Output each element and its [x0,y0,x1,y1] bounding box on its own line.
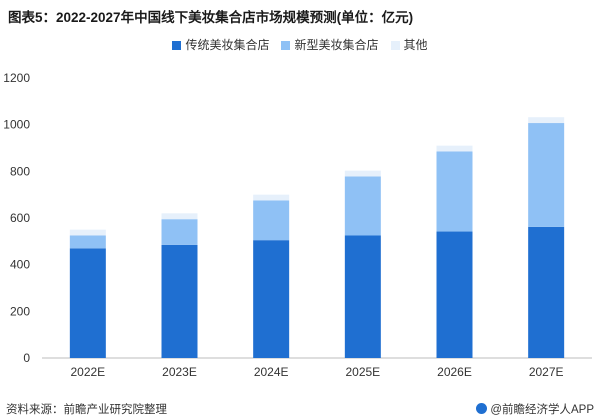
bar-segment [344,176,381,236]
bar-segment [69,229,106,236]
legend-item: 新型美妆集合店 [281,36,379,53]
brand-logo-icon [476,403,488,414]
bar-segment [161,244,198,358]
bar-segment [436,145,473,152]
bar-segment [161,213,198,220]
y-tick-label: 800 [10,164,30,178]
brand-text: @前瞻经济学人APP [490,404,594,416]
x-tick-label: 2027E [529,365,564,379]
legend: 传统美妆集合店 新型美妆集合店 其他 [0,36,600,53]
bar-segment [528,123,565,227]
chart-title: 图表5：2022-2027年中国线下美妆集合店市场规模预测(单位：亿元) [8,10,414,25]
bar-segment [253,194,290,201]
bar-segment [528,226,565,358]
y-tick-label: 1000 [3,118,30,132]
legend-swatch [172,41,182,50]
legend-swatch [390,41,400,50]
y-tick-label: 600 [10,211,30,225]
bar-segment [344,235,381,358]
y-tick-label: 400 [10,258,30,272]
bar-segment [253,200,290,241]
legend-label: 新型美妆集合店 [294,38,379,52]
legend-item: 其他 [390,36,428,53]
legend-label: 其他 [403,38,428,52]
brand-credit: @前瞻经济学人APP [476,401,594,417]
y-tick-label: 200 [10,304,30,318]
x-tick-label: 2026E [437,365,472,379]
bar-segment [436,231,473,358]
bar-segment [161,219,198,245]
bar-segment [69,248,106,358]
bar-segment [344,170,381,177]
y-tick-label: 1200 [3,71,30,85]
x-tick-label: 2024E [254,365,289,379]
bar-segment [528,117,565,124]
x-tick-label: 2025E [345,365,380,379]
legend-label: 传统美妆集合店 [185,38,270,52]
bar-segment [253,240,290,358]
legend-swatch [281,41,291,50]
source-note: 资料来源：前瞻产业研究院整理 [6,404,167,416]
legend-item: 传统美妆集合店 [172,36,269,53]
y-tick-label: 0 [23,351,30,365]
bar-segment [436,151,473,232]
x-tick-label: 2022E [70,365,105,379]
x-tick-label: 2023E [162,365,197,379]
bar-segment [69,235,106,249]
